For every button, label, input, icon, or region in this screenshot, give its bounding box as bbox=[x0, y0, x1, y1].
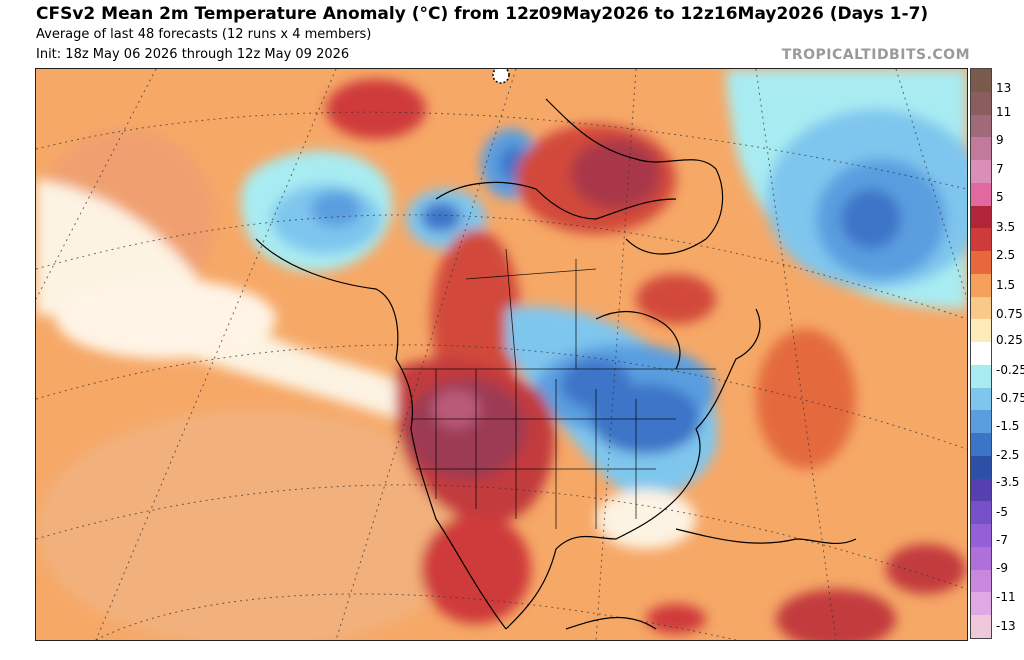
colorbar-label: -11 bbox=[996, 590, 1016, 604]
colorbar-segment bbox=[971, 524, 991, 548]
colorbar-segment bbox=[971, 296, 991, 320]
coastlines bbox=[255, 98, 857, 630]
colorbar-segment bbox=[971, 410, 991, 434]
colorbar-label: 3.5 bbox=[996, 220, 1016, 234]
colorbar-label: -0.25 bbox=[996, 363, 1024, 377]
map-title: CFSv2 Mean 2m Temperature Anomaly (°C) f… bbox=[36, 4, 929, 24]
anomaly-map bbox=[35, 68, 968, 641]
borders bbox=[401, 248, 716, 529]
colorbar bbox=[970, 68, 992, 639]
colorbar-segment bbox=[971, 114, 991, 138]
colorbar-segment bbox=[971, 615, 991, 639]
colorbar-label: 0.25 bbox=[996, 333, 1023, 347]
colorbar-segment bbox=[971, 228, 991, 252]
map-subtitle: Average of last 48 forecasts (12 runs x … bbox=[36, 27, 372, 42]
colorbar-label: -2.5 bbox=[996, 448, 1020, 462]
colorbar-segment bbox=[971, 546, 991, 571]
colorbar-label: 7 bbox=[996, 162, 1004, 176]
colorbar-label: -5 bbox=[996, 505, 1008, 519]
colorbar-segment bbox=[971, 342, 991, 366]
colorbar-segment bbox=[971, 592, 991, 616]
colorbar-label: 0.75 bbox=[996, 307, 1023, 321]
graticule bbox=[36, 69, 967, 640]
colorbar-label: 9 bbox=[996, 133, 1004, 147]
colorbar-segment bbox=[971, 251, 991, 275]
colorbar-segment bbox=[971, 364, 991, 389]
colorbar-segment bbox=[971, 319, 991, 343]
colorbar-label: 13 bbox=[996, 81, 1012, 95]
colorbar-label: -1.5 bbox=[996, 419, 1020, 433]
colorbar-label: 1.5 bbox=[996, 278, 1016, 292]
colorbar-label: -13 bbox=[996, 619, 1016, 633]
colorbar-label: -3.5 bbox=[996, 475, 1020, 489]
anomaly-shading bbox=[36, 69, 967, 640]
colorbar-label: 2.5 bbox=[996, 248, 1016, 262]
colorbar-segment bbox=[971, 182, 991, 207]
colorbar-label: -9 bbox=[996, 561, 1008, 575]
colorbar-segment bbox=[971, 160, 991, 184]
colorbar-segment bbox=[971, 69, 991, 93]
colorbar-segment bbox=[971, 569, 991, 593]
colorbar-label: 5 bbox=[996, 190, 1004, 204]
colorbar-segment bbox=[971, 433, 991, 457]
colorbar-label: -0.75 bbox=[996, 391, 1024, 405]
colorbar-segment bbox=[971, 455, 991, 480]
colorbar-segment bbox=[971, 91, 991, 115]
init-time: Init: 18z May 06 2026 through 12z May 09… bbox=[36, 47, 350, 62]
colorbar-label: 11 bbox=[996, 105, 1012, 119]
colorbar-segment bbox=[971, 501, 991, 525]
colorbar-segment bbox=[971, 478, 991, 502]
pole-marker bbox=[492, 69, 510, 84]
colorbar-segment bbox=[971, 387, 991, 411]
colorbar-segment bbox=[971, 137, 991, 161]
brand-watermark: TROPICALTIDBITS.COM bbox=[781, 47, 970, 63]
colorbar-segment bbox=[971, 273, 991, 298]
colorbar-label: -7 bbox=[996, 533, 1008, 547]
colorbar-segment bbox=[971, 205, 991, 229]
